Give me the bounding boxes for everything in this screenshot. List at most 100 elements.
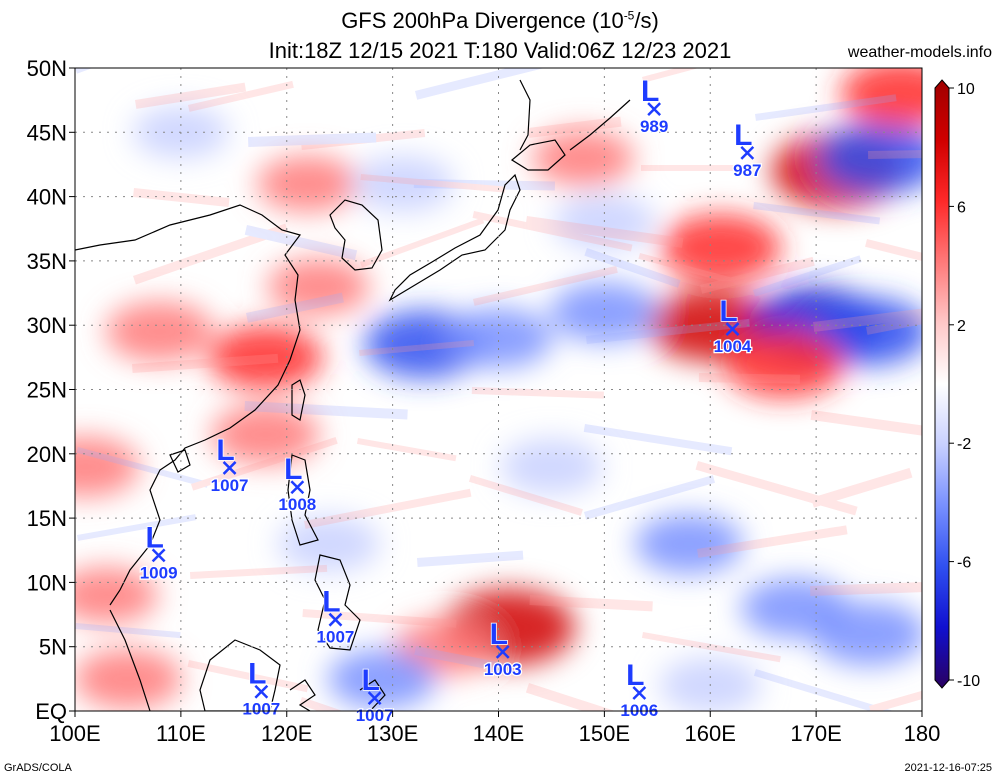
- texture-streak: [299, 697, 434, 711]
- divergence-cell: [724, 329, 845, 398]
- y-tick-label: 50N: [27, 56, 67, 81]
- coastline: [199, 639, 281, 711]
- texture-streak: [583, 423, 733, 456]
- low-symbol: L: [361, 664, 379, 697]
- y-tick-label: 25N: [27, 378, 67, 403]
- low-pressure-center: L 1007: [209, 433, 249, 496]
- x-tick-label: 100E: [49, 721, 100, 746]
- texture-streak: [584, 248, 681, 288]
- low-pressure-center: L 1008: [277, 452, 317, 515]
- y-tick-label: 20N: [27, 442, 67, 467]
- texture-streak: [188, 80, 294, 112]
- divergence-field: [75, 68, 922, 711]
- y-tick-label: 10N: [27, 570, 67, 595]
- divergence-cell: [444, 308, 553, 369]
- low-symbol: L: [490, 618, 508, 651]
- coastline: [314, 554, 361, 651]
- texture-streak: [244, 225, 358, 261]
- divergence-cell: [500, 438, 603, 495]
- texture-streak: [304, 488, 472, 529]
- low-center-mark: [632, 686, 647, 700]
- texture-streak: [641, 165, 751, 171]
- render-timestamp: 2021-12-16-07:25: [904, 762, 992, 774]
- low-center-mark: [290, 480, 305, 495]
- x-tick-label: 140E: [473, 721, 524, 746]
- colorbar-tick-label: 2: [957, 318, 966, 335]
- texture-streak: [866, 302, 922, 335]
- low-pressure-value: 1007: [317, 628, 355, 647]
- coastline: [75, 204, 302, 606]
- title-exponent: -5: [623, 8, 635, 23]
- low-pressure-value: 989: [640, 117, 668, 136]
- texture-streak: [359, 339, 475, 356]
- divergence-cell: [840, 68, 922, 128]
- site-label: weather-models.info: [847, 44, 992, 61]
- low-center-mark: [367, 691, 382, 706]
- texture-streak: [132, 223, 289, 285]
- texture-streak: [641, 632, 781, 663]
- x-tick-label: 160E: [685, 721, 736, 746]
- texture-streak: [77, 514, 197, 541]
- divergence-cell: [532, 130, 635, 187]
- chart-subtitle: Init:18Z 12/15 2021 T:180 Valid:06Z 12/2…: [268, 38, 732, 63]
- low-pressure-center: L 987: [732, 118, 763, 181]
- title-units: /s): [634, 8, 659, 33]
- y-tick-label: 30N: [27, 313, 67, 338]
- texture-streak: [584, 475, 716, 520]
- texture-streak: [246, 292, 344, 323]
- y-tick-label: 15N: [27, 506, 67, 531]
- low-symbol: L: [284, 453, 302, 486]
- texture-streak: [642, 68, 765, 83]
- texture-streak: [529, 595, 653, 612]
- y-axis: EQ 5N 10N 15N 20N 25N 30N 35N 40N 45N 50N: [27, 56, 75, 724]
- texture-streak: [189, 564, 328, 579]
- coastlines: [75, 79, 631, 711]
- low-pressure-value: 1003: [484, 660, 522, 679]
- colorbar-scale: [934, 79, 950, 689]
- divergence-cell: [328, 648, 437, 709]
- divergence-cell: [105, 301, 214, 362]
- y-tick-label: EQ: [35, 699, 67, 724]
- gridlines: [75, 68, 922, 711]
- low-pressure-value: 1007: [242, 700, 280, 719]
- texture-streak: [638, 252, 732, 284]
- texture-streak: [811, 467, 913, 508]
- low-pressure-value: 1006: [620, 701, 658, 720]
- coastline: [291, 379, 306, 421]
- low-pressure-value: 1004: [714, 337, 752, 356]
- texture-streak: [865, 238, 922, 282]
- divergence-cell: [816, 122, 922, 195]
- coastline: [287, 454, 319, 546]
- texture-streak: [528, 116, 622, 138]
- y-tick-label: 40N: [27, 185, 67, 210]
- coastline: [169, 449, 191, 473]
- colorbar: 10 6 2 -2 -6 -10: [934, 79, 980, 690]
- y-tick-label: 5N: [39, 635, 67, 660]
- low-pressure-center: L 989: [639, 74, 670, 137]
- texture-streak: [525, 215, 684, 248]
- coastline: [329, 199, 383, 271]
- divergence-cell: [278, 515, 381, 572]
- divergence-cell: [256, 155, 359, 212]
- low-pressure-center: L 1007: [315, 585, 355, 648]
- x-tick-label: 180: [904, 721, 941, 746]
- texture-streak: [360, 174, 506, 193]
- texture-streak: [191, 437, 338, 491]
- texture-streak: [414, 646, 506, 673]
- low-pressure-value: 1009: [140, 563, 178, 582]
- divergence-cell: [267, 258, 370, 315]
- coastline: [359, 679, 386, 711]
- grads-credit: GrADS/COLA: [4, 762, 72, 774]
- texture-streak: [134, 82, 247, 109]
- low-pressure-center: L 1009: [138, 521, 178, 584]
- coastline: [569, 99, 631, 151]
- texture-streak: [132, 353, 279, 373]
- texture-streak: [700, 256, 815, 294]
- texture-streak: [187, 660, 309, 693]
- texture-streak: [753, 255, 862, 297]
- x-tick-label: 150E: [579, 721, 630, 746]
- divergence-cell: [635, 513, 744, 574]
- low-center-mark: [222, 461, 237, 475]
- x-axis: 100E 110E 120E 130E 140E 150E 160E 170E 180: [49, 711, 940, 746]
